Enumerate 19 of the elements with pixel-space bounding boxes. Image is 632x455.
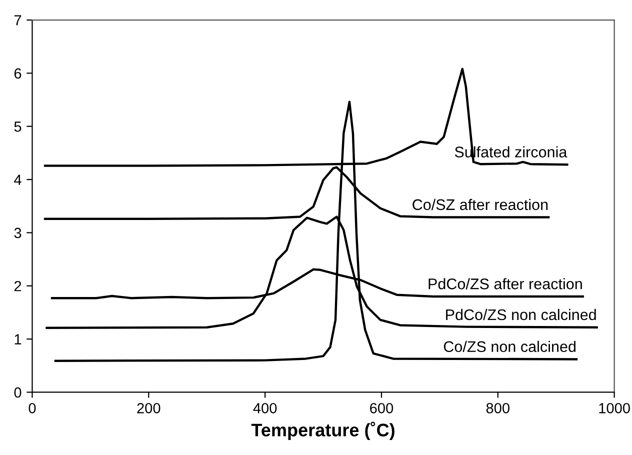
x-tick-label: 1000: [599, 403, 630, 414]
x-tick-label: 0: [28, 403, 36, 414]
x-tick-label: 800: [486, 403, 510, 414]
y-tick-label: 3: [14, 228, 22, 238]
x-tick-label: 400: [253, 403, 277, 414]
y-tick-label: 5: [14, 122, 22, 132]
y-tick-label: 6: [14, 68, 22, 79]
y-tick-label: 4: [14, 174, 22, 185]
y-tick-label: 7: [14, 15, 22, 26]
x-tick-label: 600: [370, 403, 394, 414]
series-label: Co/ZS non calcined: [444, 340, 576, 352]
y-tick-label: 1: [14, 334, 22, 344]
y-tick-label: 2: [14, 280, 22, 292]
y-tick-label: 0: [14, 387, 22, 398]
x-tick-label: 200: [137, 403, 160, 414]
series-label: PdCo/ZS non calcined: [446, 308, 596, 320]
series-label: PdCo/ZS after reaction: [428, 278, 582, 290]
series-label: Co/SZ after reaction: [412, 198, 548, 210]
x-axis-title: Temperature (˚C): [251, 422, 394, 440]
